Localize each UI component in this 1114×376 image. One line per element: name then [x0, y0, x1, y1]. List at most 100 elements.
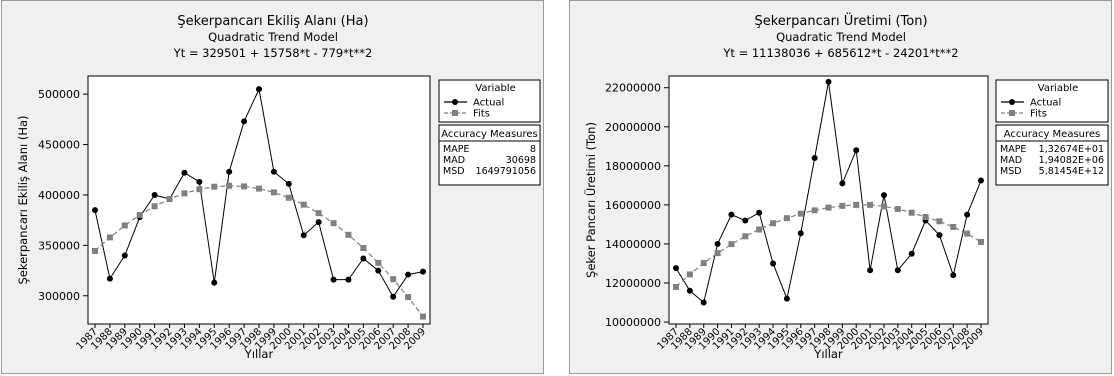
accuracy-label-msd: MSD [1000, 166, 1022, 177]
point-fits [226, 182, 233, 189]
point-actual [950, 272, 957, 279]
accuracy-label-mape: MAPE [443, 144, 469, 155]
y-tick-label: 16000000 [605, 199, 661, 212]
accuracy-value-mape: 1,32674E+01 [1039, 144, 1104, 155]
accuracy-value-mape: 8 [530, 144, 536, 155]
y-tick-label: 22000000 [605, 82, 661, 95]
point-fits [811, 207, 818, 214]
chart-title: Şekerpancarı Üretimi (Ton) [754, 12, 927, 29]
y-tick-label: 10000000 [605, 316, 661, 329]
y-axis-label: Şeker Pancarı Üretimi (Ton) [582, 122, 598, 278]
point-actual [867, 267, 874, 274]
y-tick-label: 14000000 [605, 238, 661, 251]
series-line-fits [94, 185, 424, 317]
point-fits [742, 233, 749, 240]
point-actual [797, 230, 804, 237]
point-fits [196, 186, 203, 193]
point-actual [839, 180, 846, 187]
point-actual [92, 207, 98, 214]
x-axis-label: Yıllar [813, 347, 843, 361]
legend-title: Variable [1038, 83, 1079, 94]
accuracy-label-mad: MAD [443, 155, 465, 166]
point-actual [315, 219, 322, 226]
point-actual [686, 287, 693, 294]
chart-equation: Yt = 329501 + 15758*t - 779*t**2 [173, 46, 373, 60]
point-actual [908, 250, 915, 257]
chart-svg: Şekerpancarı Ekiliş Alanı (Ha)Quadratic … [16, 14, 541, 361]
point-actual [196, 178, 203, 185]
point-fits [166, 196, 173, 203]
chart-subtitle: Quadratic Trend Model [208, 30, 338, 44]
y-tick-label: 12000000 [605, 277, 661, 290]
point-actual [360, 255, 367, 262]
point-actual [880, 192, 887, 199]
point-fits [106, 234, 113, 241]
point-fits [770, 220, 777, 227]
accuracy-title: Accuracy Measures [441, 129, 538, 140]
point-actual [936, 232, 943, 239]
point-fits [256, 185, 262, 192]
chart-panel-uretim: Şekerpancarı Üretimi (Ton) Quadratic Tren… [569, 0, 1112, 374]
point-actual [270, 168, 277, 175]
y-tick-label: 400000 [38, 189, 80, 202]
legend-title: Variable [475, 83, 516, 94]
point-actual [420, 268, 426, 275]
y-axis-label: Şekerpancarı Ekiliş Alanı (Ha) [16, 115, 30, 284]
point-fits [686, 271, 693, 278]
point-actual [256, 86, 262, 93]
point-actual [285, 180, 292, 187]
point-actual [894, 267, 901, 274]
accuracy-value-mad: 1,94082E+06 [1039, 155, 1104, 166]
chart-panel-ekilis-alani: Şekerpancarı Ekiliş Alanı (Ha) Quadratic … [1, 0, 544, 374]
point-fits [797, 210, 804, 217]
plot-area [668, 75, 989, 325]
accuracy-box [995, 124, 1109, 186]
plot-area [87, 75, 431, 325]
point-fits [315, 210, 322, 217]
point-actual [700, 299, 707, 306]
point-fits [922, 213, 929, 220]
point-fits [345, 231, 352, 238]
point-actual [770, 260, 777, 267]
legend-label-actual: Actual [1030, 98, 1061, 109]
point-fits [978, 238, 984, 245]
point-fits [936, 218, 943, 225]
chart-equation: Yt = 11138036 + 685612*t - 24201*t**2 [722, 46, 958, 60]
point-actual [375, 267, 382, 274]
point-actual [345, 276, 352, 283]
y-tick-label: 450000 [38, 139, 80, 152]
y-tick-label: 18000000 [605, 160, 661, 173]
legend-marker [452, 110, 458, 116]
legend-marker [1009, 99, 1015, 105]
point-actual [673, 265, 679, 272]
point-actual [964, 211, 971, 218]
point-actual [121, 252, 128, 259]
point-fits [375, 259, 382, 266]
point-fits [783, 215, 790, 222]
y-tick-label: 350000 [38, 239, 80, 252]
point-fits [756, 226, 763, 233]
chart-title: Şekerpancarı Ekiliş Alanı (Ha) [177, 14, 368, 29]
point-fits [825, 204, 832, 211]
point-actual [226, 168, 233, 175]
point-fits [714, 250, 721, 257]
legend-marker [452, 99, 458, 105]
point-fits [880, 203, 887, 210]
point-fits [950, 223, 957, 230]
point-actual [853, 147, 860, 154]
point-actual [811, 155, 818, 162]
point-fits [405, 294, 412, 301]
point-actual [714, 240, 721, 247]
point-fits [728, 241, 735, 248]
point-fits [839, 202, 846, 209]
accuracy-value-mad: 30698 [506, 155, 536, 166]
point-fits [894, 205, 901, 212]
point-actual [405, 271, 412, 278]
point-actual [151, 191, 158, 198]
x-axis-label: Yıllar [244, 347, 274, 361]
point-fits [673, 283, 679, 290]
accuracy-box [438, 124, 541, 186]
point-fits [360, 245, 367, 252]
y-tick-label: 300000 [38, 290, 80, 303]
point-fits [300, 201, 307, 208]
